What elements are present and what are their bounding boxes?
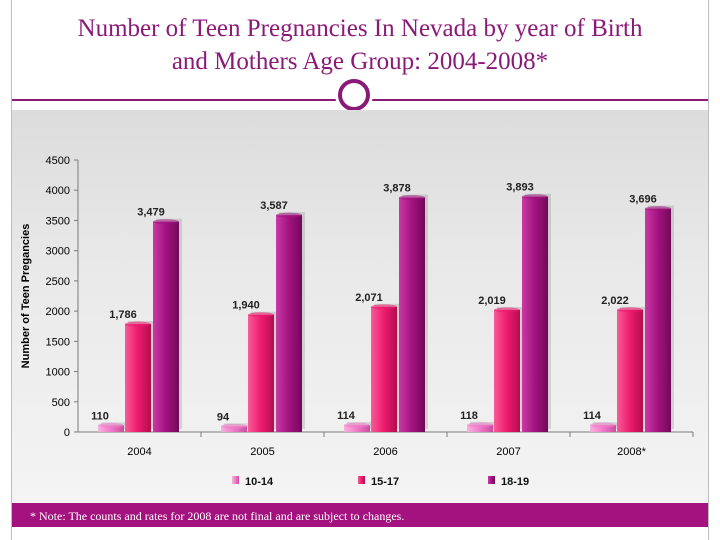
ring-ornament-icon: [338, 79, 370, 111]
bar-cap: [153, 219, 179, 225]
chart-area: [12, 110, 708, 503]
bar-cap: [467, 422, 493, 428]
data-label: 3,587: [260, 200, 288, 212]
slide-frame: [11, 0, 709, 540]
legend-label-10-14: 10-14: [245, 476, 274, 488]
legend-swatch-18-19: [488, 476, 495, 484]
data-label: 2,019: [478, 295, 506, 307]
bar-10-14-2004: [98, 425, 124, 432]
bar-cap: [371, 304, 397, 310]
slide-title: Number of Teen Pregnancies In Nevada by …: [20, 12, 700, 78]
bar-15-17-2008*: [617, 309, 643, 432]
data-label: 3,893: [506, 182, 534, 194]
data-label: 94: [217, 411, 230, 423]
bar-10-14-2007: [467, 424, 493, 432]
y-tick-label: 500: [52, 397, 70, 409]
x-tick-label: 2006: [373, 446, 397, 458]
bar-15-17-2006: [371, 306, 397, 432]
data-label: 110: [91, 410, 109, 422]
bar-15-17-2004: [125, 324, 151, 432]
title-line-1: Number of Teen Pregnancies In Nevada by …: [77, 15, 643, 42]
bar-cap: [98, 422, 124, 428]
x-tick-label: 2004: [127, 446, 151, 458]
x-tick-label: 2007: [496, 446, 520, 458]
bar-cap: [617, 307, 643, 313]
y-tick-label: 2500: [46, 276, 70, 288]
bar-18-19-2007: [522, 196, 548, 432]
bar-15-17-2005: [248, 314, 274, 432]
data-label: 1,786: [109, 309, 137, 321]
y-tick-label: 3500: [46, 215, 70, 227]
y-tick-label: 4000: [46, 185, 70, 197]
y-tick-label: 2000: [46, 306, 70, 318]
bar-cap: [645, 206, 671, 212]
legend-swatch-15-17: [358, 476, 365, 484]
data-label: 3,696: [629, 194, 657, 206]
y-axis-label: Number of Teen Pregancies: [20, 224, 32, 369]
y-tick-label: 1000: [46, 367, 70, 379]
x-tick-label: 2005: [250, 446, 274, 458]
bar-15-17-2007: [494, 309, 520, 432]
bar-cap: [125, 321, 151, 327]
y-tick-label: 0: [64, 427, 70, 439]
data-label: 1,940: [232, 300, 260, 312]
bar-18-19-2004: [153, 221, 179, 432]
legend-swatch-10-14: [232, 476, 239, 484]
bar-cap: [221, 423, 247, 429]
y-tick-label: 1500: [46, 336, 70, 348]
bar-18-19-2008*: [645, 208, 671, 432]
data-label: 3,878: [383, 183, 411, 195]
bar-18-19-2006: [399, 197, 425, 432]
y-tick-label: 4500: [46, 155, 70, 167]
bar-18-19-2005: [276, 215, 302, 432]
bar-10-14-2005: [221, 426, 247, 432]
bar-cap: [522, 194, 548, 200]
data-label: 114: [583, 410, 602, 422]
bar-cap: [344, 422, 370, 428]
bar-cap: [494, 307, 520, 313]
data-label: 2,022: [601, 295, 629, 307]
legend-label-15-17: 15-17: [371, 476, 399, 488]
footnote: * Note: The counts and rates for 2008 ar…: [12, 503, 708, 527]
legend-label-18-19: 18-19: [501, 476, 529, 488]
data-label: 118: [460, 410, 478, 422]
bar-cap: [590, 422, 616, 428]
x-tick-label: 2008*: [617, 446, 646, 458]
bar-cap: [276, 212, 302, 218]
data-label: 3,479: [137, 207, 165, 219]
bar-10-14-2006: [344, 425, 370, 432]
bar-10-14-2008*: [590, 425, 616, 432]
bar-cap: [248, 312, 274, 318]
data-label: 114: [337, 410, 356, 422]
bar-cap: [399, 195, 425, 201]
data-label: 2,071: [355, 292, 383, 304]
y-tick-label: 3000: [46, 246, 70, 258]
title-line-2: and Mothers Age Group: 2004-2008*: [171, 48, 549, 75]
